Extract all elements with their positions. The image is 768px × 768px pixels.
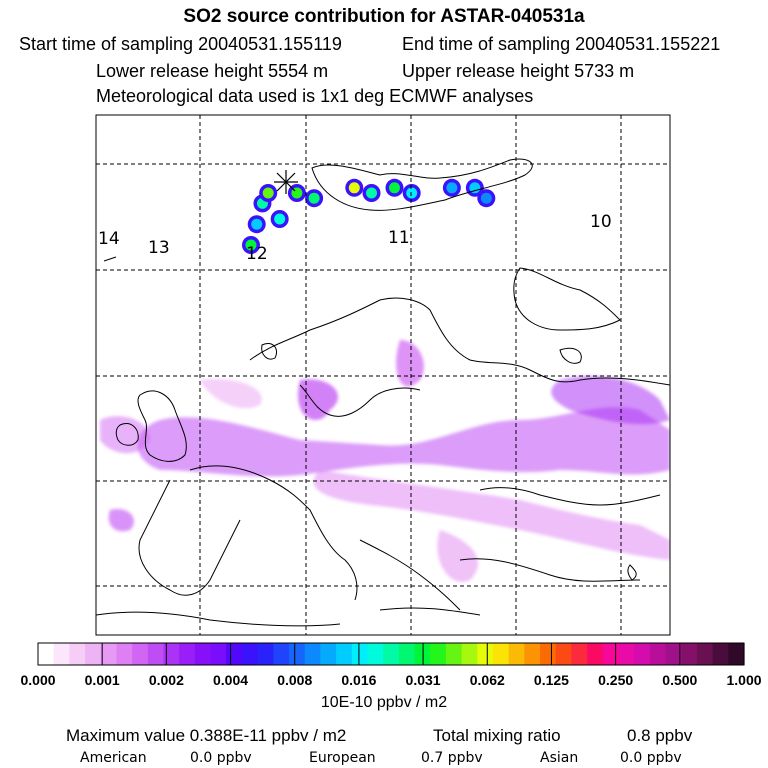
map-label: 11 [388,228,410,248]
hotspot [308,192,320,204]
colorbar-swatch [524,643,541,665]
upper-height: Upper release height 5733 m [402,61,635,81]
colorbar-swatch [634,643,651,665]
colorbar-swatch [398,643,416,665]
max-value: Maximum value 0.388E-11 ppbv / m2 [66,726,347,745]
asian-label: Asian [540,750,579,766]
colorbar-swatch [163,643,180,665]
colorbar-tick-label: 0.002 [148,672,184,688]
colorbar-tick-label: 0.500 [662,672,698,688]
colorbar-swatch [226,643,243,665]
start-time: Start time of sampling 20040531.155119 [19,34,342,54]
colorbar-swatch [728,643,745,665]
colorbar-unit-label: 10E-10 ppbv / m2 [320,694,448,711]
hotspot [406,187,418,199]
colorbar [37,642,745,666]
hotspot [348,182,360,194]
end-time: End time of sampling 20040531.155221 [402,34,721,54]
met-data: Meteorological data used is 1x1 deg ECMW… [96,86,534,106]
colorbar-swatch [147,643,165,665]
asian-value: 0.0 ppbv [620,750,682,766]
colorbar-swatch [696,643,714,665]
trajectory-labels: 14 13 12 11 10 [98,212,612,264]
colorbar-swatch [571,643,588,665]
colorbar-swatch [132,643,149,665]
colorbar-tick-label: 0.031 [405,672,441,688]
colorbar-swatch [53,643,70,665]
colorbar-swatch [100,643,118,665]
colorbar-tick-label: 0.008 [277,672,313,688]
map-label: 13 [148,238,170,258]
colorbar-swatch [289,643,306,665]
map-label: 14 [98,229,120,249]
hotspot-layer [241,178,496,254]
colorbar-swatch [587,643,604,665]
colorbar-swatch [712,643,729,665]
map-label: 12 [246,244,268,264]
colorbar-swatch [304,643,321,665]
colorbar-swatch [273,643,290,665]
colorbar-swatch [351,643,369,665]
colorbar-swatch [336,643,353,665]
european-label: European [309,750,376,766]
release-point-marker [274,170,298,194]
colorbar-tick-label: 0.004 [213,672,249,688]
colorbar-swatch [210,643,227,665]
colorbar-swatch [38,643,55,665]
european-value: 0.7 ppbv [421,750,483,766]
colorbar-swatch [445,643,463,665]
lower-height: Lower release height 5554 m [96,61,329,81]
colorbar-swatch [194,643,212,665]
colorbar-swatch [602,643,620,665]
colorbar-swatch [540,643,557,665]
colorbar-tick-label: 1.000 [726,672,762,688]
map-frame [95,114,671,636]
coastlines [96,158,670,627]
colorbar-swatch [618,643,635,665]
colorbar-tick-label: 0.000 [20,672,56,688]
map-grid [96,115,670,635]
hotspot [366,187,378,199]
total-mixing-label: Total mixing ratio [433,726,561,745]
colorbar-swatch [69,643,86,665]
colorbar-swatch [85,643,102,665]
hotspot [262,187,274,199]
colorbar-swatch [367,643,384,665]
colorbar-swatch [508,643,525,665]
colorbar-swatch [430,643,447,665]
hotspot [274,213,286,225]
colorbar-swatch [492,643,510,665]
colorbar-swatch [320,643,337,665]
colorbar-tick-label: 0.125 [533,672,569,688]
colorbar-swatch [681,643,698,665]
plume-field [100,340,670,582]
hotspot [251,218,263,230]
total-mixing-value: 0.8 ppbv [627,726,693,745]
colorbar-tick-label: 0.001 [84,672,120,688]
colorbar-swatch [179,643,196,665]
colorbar-swatch [257,643,274,665]
colorbar-swatch [383,643,400,665]
colorbar-swatch [461,643,478,665]
colorbar-swatch [477,643,494,665]
hotspot [446,182,458,194]
colorbar-swatch [665,643,682,665]
hotspot [469,182,481,194]
colorbar-tick-label: 0.250 [598,672,634,688]
colorbar-swatch [555,643,573,665]
colorbar-swatch [116,643,133,665]
colorbar-swatch [649,643,667,665]
colorbar-tick-label: 0.062 [469,672,505,688]
colorbar-tick-label: 0.016 [341,672,377,688]
chart-title: SO2 source contribution for ASTAR-040531… [183,6,585,27]
american-label: American [80,750,147,766]
colorbar-swatch [241,643,259,665]
hotspot [245,239,257,251]
map-label: 10 [590,212,612,232]
american-value: 0.0 ppbv [190,750,252,766]
hotspot [388,182,400,194]
hotspot [480,192,492,204]
